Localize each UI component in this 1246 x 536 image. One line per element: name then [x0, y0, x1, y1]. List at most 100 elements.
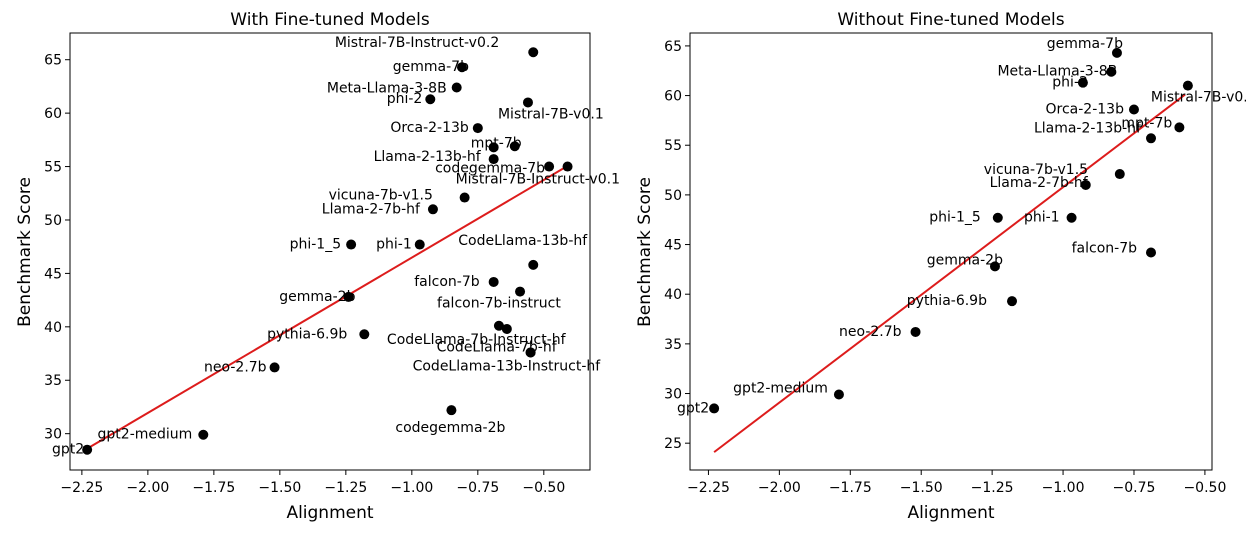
point-label: mpt-7b: [1121, 115, 1172, 131]
data-point: [515, 286, 526, 297]
point-label: neo-2.7b: [204, 359, 267, 375]
data-point: [992, 212, 1003, 223]
chart-title: With Fine-tuned Models: [230, 10, 430, 30]
y-tick-label: 40: [44, 320, 62, 336]
data-point: [1146, 133, 1157, 144]
data-point: [509, 141, 520, 152]
point-label: phi-1: [376, 237, 412, 253]
point-label: Mistral-7B-v0.1: [498, 106, 604, 122]
point-label: Llama-2-13b-hf: [374, 149, 482, 165]
x-tick-label: −2.25: [687, 480, 730, 496]
point-label: Mistral-7B-Instruct-v0.2: [335, 35, 499, 51]
y-tick-label: 60: [664, 89, 682, 105]
x-tick-label: −1.00: [390, 480, 433, 496]
data-point: [343, 291, 354, 302]
y-tick-label: 65: [664, 39, 682, 55]
x-tick-label: −1.25: [324, 480, 367, 496]
chart-title: Without Fine-tuned Models: [837, 10, 1064, 30]
y-axis-title: Benchmark Score: [15, 177, 35, 327]
data-point: [709, 403, 720, 414]
trendline: [86, 163, 571, 450]
x-tick-label: −1.00: [1042, 480, 1085, 496]
axes-frame: [69, 32, 591, 471]
point-label: gpt2-medium: [98, 427, 193, 443]
point-label: CodeLlama-13b-hf: [458, 233, 588, 249]
point-label: vicuna-7b-v1.5: [329, 188, 433, 204]
data-point: [833, 389, 844, 400]
point-label: gpt2: [52, 442, 84, 458]
y-tick-label: 45: [44, 266, 62, 282]
point-label: phi-2: [1052, 75, 1088, 91]
y-tick-label: 40: [664, 287, 682, 303]
data-point: [1080, 179, 1091, 190]
data-point: [1146, 247, 1157, 258]
y-tick-label: 50: [664, 188, 682, 204]
x-tick-label: −2.25: [60, 480, 103, 496]
data-point: [562, 161, 573, 172]
x-tick-label: −1.75: [829, 480, 872, 496]
plot-area: −2.25 −2.00 −1.75 −1.50 −1.25 −1.00 −0.75 −0.50…: [44, 35, 620, 496]
x-tick-label: −0.50: [522, 480, 565, 496]
y-tick-label: 55: [44, 160, 62, 176]
point-label: CodeLlama-7b-Instruct-hf: [387, 332, 567, 348]
point-label: phi-1_5: [929, 210, 981, 226]
data-point: [456, 62, 467, 73]
data-point: [459, 192, 470, 203]
y-tick-label: 45: [664, 238, 682, 254]
point-label: falcon-7b: [1072, 240, 1137, 256]
point-label: gemma-2b: [927, 252, 1003, 268]
point-label: phi-2: [387, 91, 423, 107]
y-tick-label: 35: [44, 373, 62, 389]
y-tick-label: 30: [664, 387, 682, 403]
data-point: [493, 320, 504, 331]
data-point: [1106, 66, 1117, 77]
data-point: [451, 82, 462, 93]
point-label: gpt2: [677, 400, 709, 416]
data-point: [1077, 77, 1088, 88]
data-point: [1128, 104, 1139, 115]
data-point: [414, 239, 425, 250]
y-tick-label: 50: [44, 213, 62, 229]
x-tick-label: −1.50: [900, 480, 943, 496]
data-point: [528, 47, 539, 58]
data-point: [446, 405, 457, 416]
point-label: gemma-7b: [393, 59, 469, 75]
data-point: [501, 323, 512, 334]
chart-with-fine-tuned: With Fine-tuned Models −2.25 −2.00 −1.75 −1…: [15, 10, 620, 523]
data-point: [488, 276, 499, 287]
point-label: Meta-Llama-3-8B: [327, 80, 447, 96]
data-point: [346, 239, 357, 250]
data-point: [427, 204, 438, 215]
y-tick-label: 60: [44, 106, 62, 122]
point-label: gemma-2b: [279, 289, 355, 305]
x-tick-label: −1.25: [971, 480, 1014, 496]
chart-without-fine-tuned: Without Fine-tuned Models −2.25 −2.00 −1.7…: [635, 10, 1246, 523]
data-point: [910, 326, 921, 337]
point-label: Mistral-7B-Instruct-v0.1: [456, 172, 620, 188]
point-label: falcon-7b: [414, 274, 479, 290]
data-point: [359, 329, 370, 340]
data-point: [989, 261, 1000, 272]
y-tick-label: 65: [44, 53, 62, 69]
point-label: CodeLlama-7b-hf: [437, 339, 558, 355]
point-label: phi-1_5: [290, 237, 342, 253]
x-tick-label: −0.75: [456, 480, 499, 496]
point-label: codegemma-7b: [435, 161, 545, 177]
y-tick-label: 55: [664, 138, 682, 154]
point-label: Orca-2-13b: [1046, 101, 1125, 117]
data-point: [1111, 47, 1122, 58]
x-tick-label: −2.00: [758, 480, 801, 496]
plot-area: −2.25 −2.00 −1.75 −1.50 −1.25 −1.00 −0.75 −0.50…: [664, 36, 1246, 496]
data-point: [488, 142, 499, 153]
point-label: falcon-7b-instruct: [437, 296, 561, 312]
x-tick-label: −1.50: [258, 480, 301, 496]
data-point: [472, 123, 483, 134]
y-tick-label: 25: [664, 436, 682, 452]
point-label: vicuna-7b-v1.5: [984, 162, 1088, 178]
point-label: gemma-7b: [1047, 36, 1123, 52]
data-point: [425, 94, 436, 105]
data-point: [1006, 296, 1017, 307]
y-tick-label: 35: [664, 337, 682, 353]
point-label: Mistral-7B-v0.1: [1151, 90, 1246, 106]
